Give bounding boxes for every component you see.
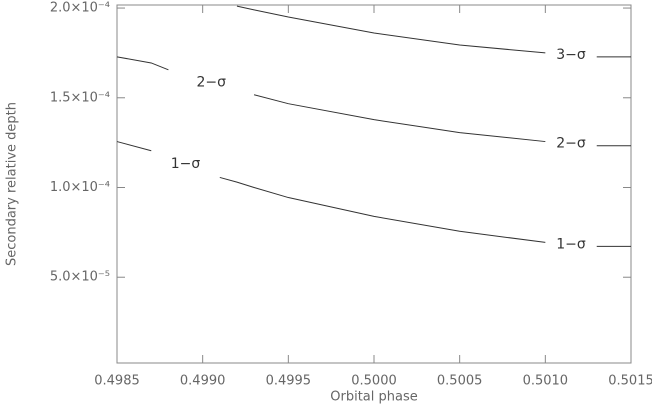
y-tick-label: 2.0×10⁻⁴	[50, 1, 110, 16]
x-tick-label: 0.4995	[266, 374, 312, 389]
contour-label: 1−σ	[171, 156, 201, 172]
x-tick-label: 0.5000	[351, 374, 397, 389]
contour-line	[116, 56, 631, 147]
y-tick-label: 1.5×10⁻⁴	[50, 90, 110, 105]
contour-label: 3−σ	[556, 47, 586, 63]
x-tick-label: 0.5010	[523, 374, 569, 389]
y-tick-label: 5.0×10⁻⁵	[50, 270, 110, 285]
x-tick-label: 0.4990	[180, 374, 226, 389]
x-tick-label: 0.5015	[608, 374, 652, 389]
contour-line	[236, 5, 631, 58]
x-tick-label: 0.5005	[437, 374, 483, 389]
contour-label: 2−σ	[196, 74, 226, 90]
y-tick-label: 1.0×10⁻⁴	[50, 180, 110, 195]
x-tick-label: 0.4985	[94, 374, 140, 389]
y-axis-title: Secondary relative depth	[5, 102, 20, 266]
contour-label: 1−σ	[556, 236, 586, 252]
contour-label: 2−σ	[556, 136, 586, 152]
x-axis-title: Orbital phase	[330, 390, 417, 405]
contour-line	[116, 141, 631, 247]
plot-frame	[116, 4, 632, 364]
